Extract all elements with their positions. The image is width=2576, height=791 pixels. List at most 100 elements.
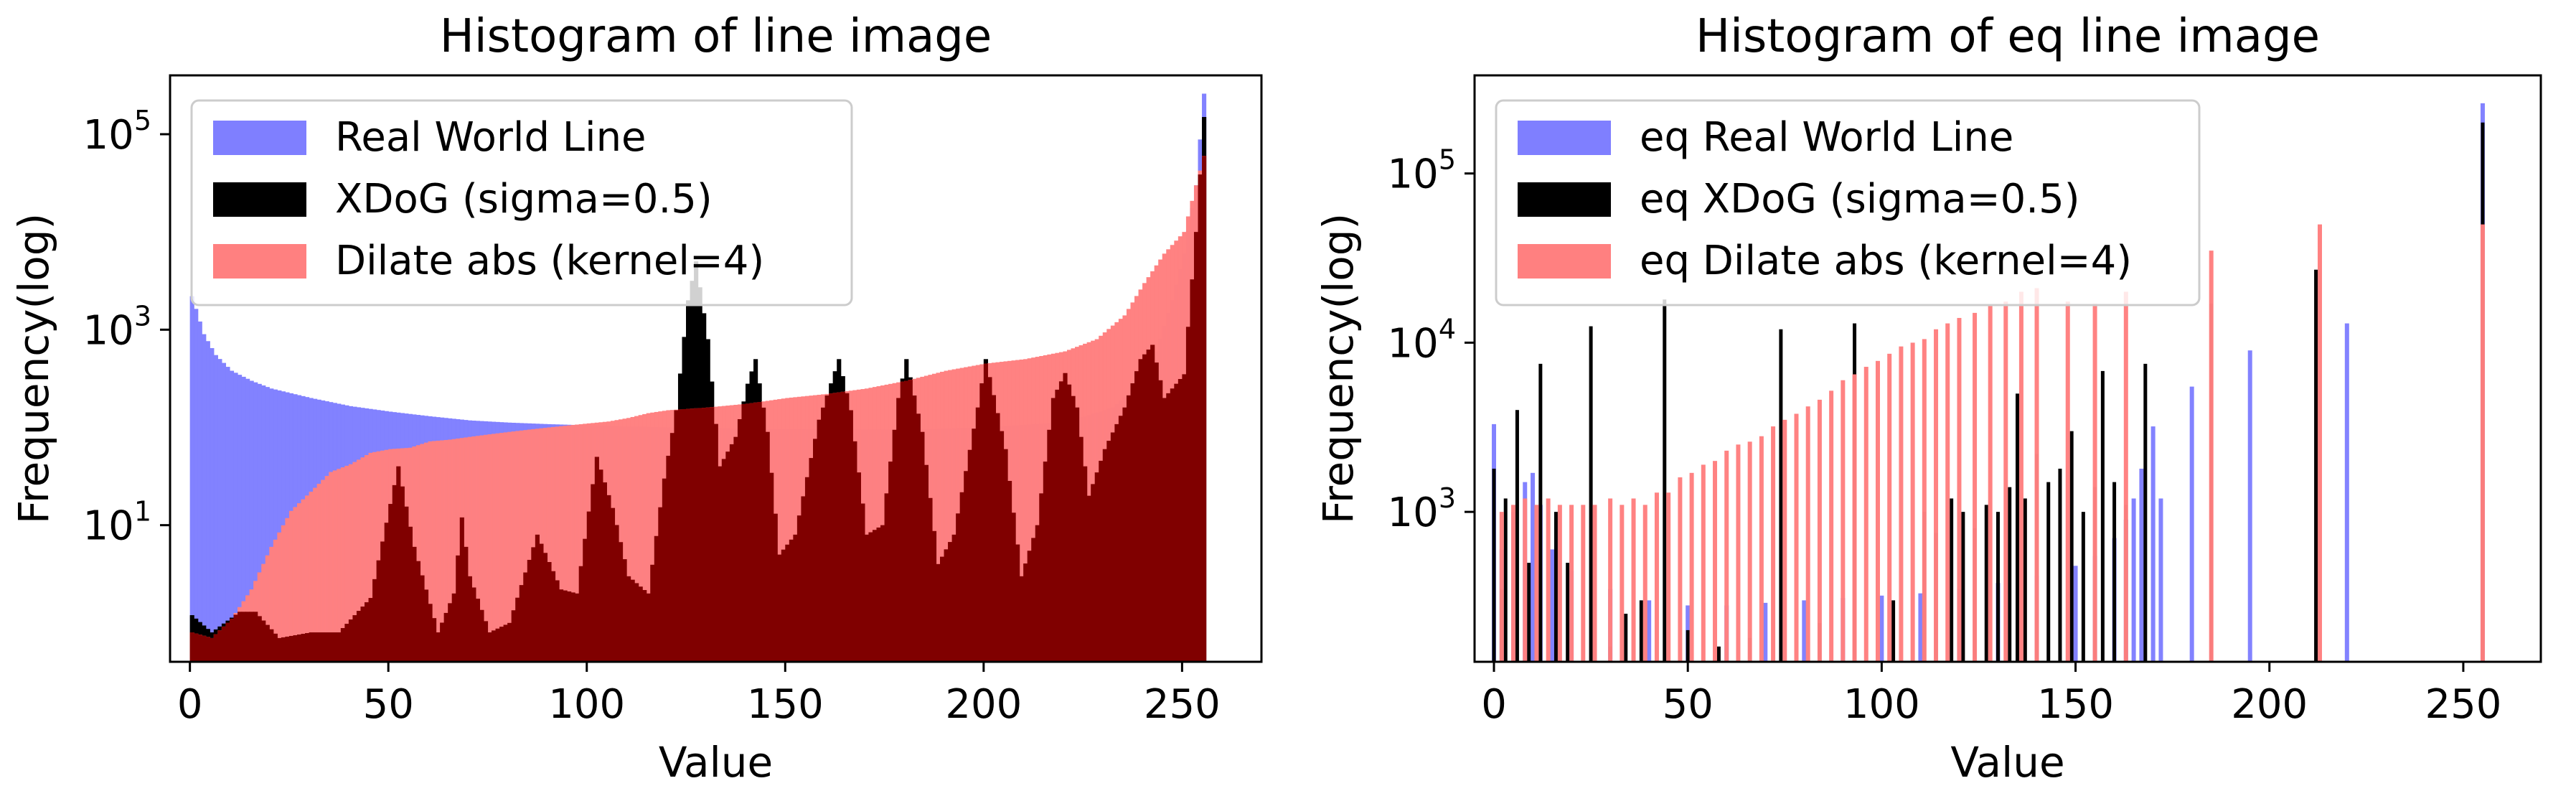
bar	[1581, 505, 1586, 662]
bar	[1802, 600, 1807, 662]
overlap-bar	[194, 633, 199, 662]
overlap-bar	[487, 632, 492, 662]
bar	[2016, 393, 2020, 662]
overlap-bar	[710, 407, 715, 662]
bar	[876, 386, 881, 662]
overlap-bar	[238, 612, 243, 662]
axes-frame	[1473, 74, 2542, 663]
overlap-bar	[594, 457, 599, 662]
bar	[288, 510, 294, 662]
bar	[634, 416, 639, 662]
overlap-bar	[1126, 395, 1132, 662]
bar	[2003, 301, 2008, 662]
overlap-bar	[440, 622, 445, 662]
bar	[495, 433, 500, 662]
overlap-bar	[1190, 279, 1195, 662]
bar	[2344, 323, 2349, 662]
overlap-bar	[515, 597, 520, 662]
legend-swatch	[1518, 121, 1611, 155]
overlap-bar	[876, 527, 881, 662]
overlap-bar	[559, 589, 564, 662]
overlap-bar	[892, 429, 897, 662]
overlap-bar	[1091, 484, 1096, 662]
overlap-bar	[1182, 374, 1187, 662]
overlap-bar	[936, 563, 941, 662]
overlap-bar	[880, 525, 885, 662]
bar	[443, 439, 448, 662]
overlap-bar	[928, 497, 933, 662]
legend-label: eq Real World Line	[1640, 114, 2013, 161]
overlap-bar	[253, 612, 258, 662]
overlap-bar	[979, 383, 984, 662]
bar	[1035, 357, 1040, 662]
overlap-bar	[1110, 432, 1115, 662]
bar	[1950, 498, 1954, 662]
overlap-bar	[674, 410, 679, 662]
overlap-bar	[547, 562, 552, 662]
bar	[261, 385, 266, 662]
overlap-bar	[337, 632, 342, 662]
bar	[2069, 431, 2074, 662]
overlap-bar	[499, 627, 504, 662]
x-tick-label: 100	[548, 681, 625, 728]
overlap-bar	[904, 380, 909, 662]
bar	[515, 431, 520, 662]
overlap-bar	[630, 579, 635, 662]
bar	[948, 370, 953, 662]
bar	[269, 546, 274, 662]
legend-swatch	[213, 121, 306, 155]
bar	[1538, 363, 1543, 662]
x-axis-label: Value	[659, 738, 773, 787]
overlap-bar	[221, 626, 227, 662]
overlap-bar	[257, 616, 262, 662]
bar	[2046, 482, 2051, 662]
overlap-bar	[967, 449, 972, 662]
bar	[2209, 251, 2214, 662]
bar	[269, 388, 274, 662]
overlap-bar	[436, 632, 441, 662]
overlap-bar	[352, 615, 357, 662]
bar	[1523, 498, 1528, 662]
overlap-bar	[265, 624, 270, 662]
overlap-bar	[951, 534, 956, 662]
overlap-bar	[995, 413, 1000, 662]
overlap-bar	[467, 576, 472, 662]
bar	[1782, 419, 1787, 662]
bar	[1531, 472, 1536, 662]
bar	[376, 451, 381, 662]
overlap-bar	[1102, 449, 1107, 662]
legend-swatch	[213, 244, 306, 279]
overlap-bar	[448, 603, 453, 662]
overlap-bar	[261, 620, 266, 662]
overlap-bar	[503, 624, 508, 662]
bar	[1639, 600, 1643, 662]
legend-label: Real World Line	[335, 114, 647, 161]
bar	[547, 427, 552, 662]
overlap-bar	[789, 539, 794, 662]
bar	[1996, 512, 2000, 662]
overlap-bar	[713, 423, 718, 662]
bar	[1841, 380, 1846, 662]
bar	[531, 429, 536, 662]
bar	[2034, 288, 2039, 662]
overlap-bar	[694, 408, 699, 662]
bar	[1891, 600, 1896, 662]
overlap-bar	[197, 635, 202, 662]
bar	[1654, 492, 1659, 662]
bar	[630, 416, 635, 662]
overlap-bar	[725, 451, 730, 662]
overlap-bar	[598, 469, 603, 662]
overlap-bar	[832, 393, 837, 662]
x-tick-label: 50	[363, 681, 414, 728]
overlap-bar	[646, 593, 651, 662]
overlap-bar	[1099, 460, 1104, 662]
bar	[1713, 461, 1718, 662]
overlap-bar	[638, 586, 643, 662]
overlap-bar	[939, 556, 945, 662]
overlap-bar	[829, 393, 834, 662]
x-tick-label: 250	[1144, 681, 1221, 728]
bar	[210, 347, 215, 662]
y-tick-label: 104	[1388, 313, 1456, 367]
bar	[316, 484, 321, 662]
bar	[1689, 472, 1694, 662]
